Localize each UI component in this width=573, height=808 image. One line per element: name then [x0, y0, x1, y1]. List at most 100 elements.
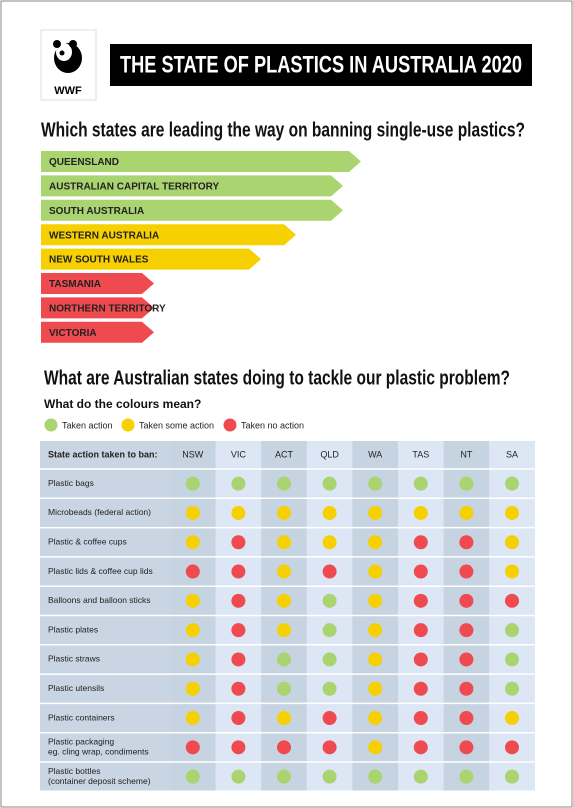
status-dot	[413, 593, 428, 608]
status-dot	[505, 740, 519, 755]
ranking-label: NORTHERN TERRITORY	[49, 304, 166, 315]
row-label: Plastic straws	[48, 654, 100, 664]
status-dot	[231, 476, 246, 491]
status-dot	[185, 564, 200, 579]
ranking-label: VICTORIA	[49, 328, 97, 339]
section-title: What are Australian states doing to tack…	[44, 367, 510, 389]
status-dot	[277, 652, 291, 667]
status-dot	[413, 652, 428, 667]
status-dot	[459, 535, 474, 550]
ranking-arrow	[41, 199, 343, 221]
row-label: Microbeads (federal action)	[48, 507, 151, 517]
row-label: (container deposit scheme)	[48, 776, 151, 786]
status-dot	[459, 711, 474, 726]
status-dot	[505, 564, 519, 579]
row-label: Balloons and balloon sticks	[48, 595, 151, 605]
status-dot	[185, 623, 200, 638]
status-dot	[505, 769, 519, 784]
status-dot	[277, 769, 291, 784]
state-header: TAS	[412, 449, 429, 459]
status-dot	[185, 476, 200, 491]
status-dot	[459, 652, 474, 667]
ranking-arrow	[41, 175, 343, 197]
ranking-label: SOUTH AUSTRALIA	[49, 206, 144, 217]
logo-text: WWF	[54, 85, 82, 97]
status-dot	[322, 505, 337, 520]
ranking-label: WESTERN AUSTRALIA	[49, 230, 159, 241]
status-dot	[185, 711, 200, 726]
status-dot	[459, 681, 474, 696]
status-dot	[231, 711, 246, 726]
status-dot	[185, 593, 200, 608]
status-dot	[413, 740, 428, 755]
state-header: VIC	[231, 449, 247, 459]
ranking-arrow	[41, 151, 361, 172]
status-dot	[368, 593, 383, 608]
status-dot	[413, 711, 428, 726]
status-dot	[505, 476, 519, 491]
row-label: Plastic utensils	[48, 683, 104, 693]
status-dot	[459, 623, 474, 638]
status-dot	[459, 769, 474, 784]
ranking-arrow	[41, 297, 154, 319]
status-dot	[505, 652, 519, 667]
status-dot	[322, 564, 337, 579]
state-header: NSW	[182, 449, 204, 459]
status-dot	[368, 623, 383, 638]
legend-label: Taken action	[62, 420, 113, 430]
status-dot	[459, 505, 474, 520]
ranking-arrow	[41, 248, 261, 270]
status-dot	[505, 711, 519, 726]
state-header: ACT	[275, 449, 294, 459]
status-dot	[322, 652, 337, 667]
status-dot	[368, 769, 383, 784]
status-dot	[368, 564, 383, 579]
status-dot	[185, 535, 200, 550]
ranking-arrow	[41, 224, 296, 246]
status-dot	[277, 476, 291, 491]
row-label: Plastic lids & coffee cup lids	[48, 566, 153, 576]
status-dot	[459, 476, 474, 491]
row-label: Plastic containers	[48, 712, 115, 722]
row-label: Plastic bottles	[48, 766, 100, 776]
ranking-label: AUSTRALIAN CAPITAL TERRITORY	[49, 182, 220, 193]
status-dot	[505, 681, 519, 696]
status-dot	[322, 476, 337, 491]
status-dot	[277, 505, 291, 520]
status-dot	[368, 740, 383, 755]
status-dot	[277, 535, 291, 550]
status-dot	[505, 623, 519, 638]
status-dot	[231, 623, 246, 638]
status-dot	[277, 593, 291, 608]
status-dot	[44, 418, 58, 432]
status-dot	[413, 476, 428, 491]
status-dot	[505, 593, 519, 608]
status-dot	[277, 711, 291, 726]
status-dot	[231, 681, 246, 696]
legend-title: What do the colours mean?	[44, 397, 201, 411]
status-dot	[368, 476, 383, 491]
status-dot	[459, 564, 474, 579]
ranking-arrow	[41, 273, 154, 294]
status-dot	[413, 564, 428, 579]
status-dot	[322, 740, 337, 755]
status-dot	[231, 769, 246, 784]
title: THE STATE OF PLASTICS IN AUSTRALIA 2020	[120, 51, 522, 78]
status-dot	[322, 593, 337, 608]
legend-label: Taken no action	[241, 420, 304, 430]
status-dot	[231, 740, 246, 755]
state-header: WA	[368, 449, 382, 459]
status-dot	[185, 740, 200, 755]
status-dot	[368, 652, 383, 667]
status-dot	[185, 681, 200, 696]
status-dot	[322, 711, 337, 726]
state-header: NT	[460, 449, 472, 459]
status-dot	[277, 681, 291, 696]
title-banner	[110, 44, 532, 86]
status-dot	[459, 593, 474, 608]
status-dot	[368, 505, 383, 520]
status-dot	[413, 505, 428, 520]
legend-label: Taken some action	[139, 420, 214, 430]
status-dot	[459, 740, 474, 755]
